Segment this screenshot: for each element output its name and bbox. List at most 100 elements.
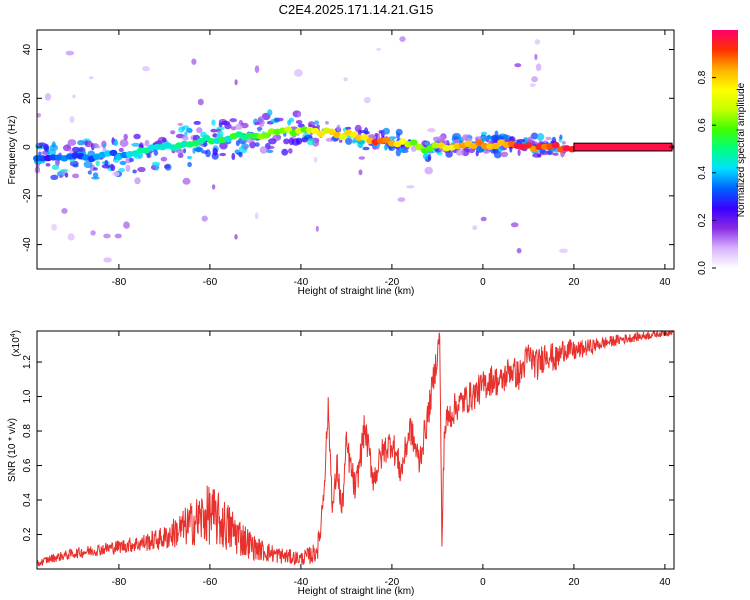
spectrogram-cell bbox=[462, 134, 469, 141]
spectrogram-cell bbox=[131, 142, 140, 147]
spectrogram-x-tick-label: 20 bbox=[568, 277, 580, 288]
spectrogram-cell bbox=[193, 120, 201, 125]
spectrogram-cell bbox=[254, 121, 260, 126]
spectrogram-cell bbox=[77, 140, 85, 146]
spectrogram-cell bbox=[395, 128, 403, 136]
spectrogram-cell bbox=[51, 223, 57, 231]
spectrogram-cell bbox=[137, 166, 146, 173]
spectrogram-cell bbox=[382, 127, 390, 135]
spectrogram-cell bbox=[69, 159, 75, 163]
spectrogram-cell bbox=[254, 212, 259, 220]
spectrogram-cell bbox=[219, 152, 227, 157]
spectrogram-cell bbox=[217, 130, 224, 139]
snr-panel: -80 -60 -40 -20 0 20 40 0.2 0.4 0.6 0.8 1.0 1.2 Hei… bbox=[7, 329, 675, 597]
spectrogram-cell bbox=[119, 160, 127, 166]
spectrogram-cell bbox=[35, 162, 40, 169]
spectrogram-cell bbox=[275, 135, 282, 139]
spectrogram-cell bbox=[113, 141, 119, 146]
spectrogram-cell bbox=[201, 215, 208, 222]
spectrogram-x-axis: -80 -60 -40 -20 0 20 40 bbox=[112, 30, 671, 288]
spectrogram-cell bbox=[177, 122, 184, 126]
spectrogram-cell bbox=[79, 148, 84, 152]
spectrogram-ridge-cell bbox=[196, 138, 205, 145]
spectrogram-cell bbox=[123, 221, 130, 229]
spectrogram-cell bbox=[474, 136, 482, 141]
colorbar-tick-label: 0.8 bbox=[697, 70, 708, 84]
spectrogram-cell bbox=[102, 147, 107, 152]
snr-x-tick-label: 40 bbox=[659, 577, 671, 588]
spectrogram-ridge-cell bbox=[360, 134, 369, 141]
snr-y-scale-note: (x104) bbox=[10, 330, 22, 357]
spectrogram-cell bbox=[545, 136, 552, 141]
spectrogram-ridge bbox=[33, 126, 675, 162]
spectrogram-cell bbox=[84, 140, 93, 148]
spectrogram-cell bbox=[38, 142, 47, 147]
spectrogram-cell bbox=[177, 152, 184, 158]
spectrogram-cell bbox=[90, 230, 96, 236]
spectrogram-cell bbox=[144, 139, 150, 147]
colorbar-label: Normalized spectral amplitude bbox=[736, 82, 747, 217]
spectrogram-cell bbox=[162, 137, 167, 143]
spectrogram-cell bbox=[453, 138, 460, 144]
spectrogram-cell bbox=[265, 149, 274, 153]
spectrogram-cell bbox=[242, 145, 248, 151]
spectrogram-cell bbox=[534, 39, 541, 45]
spectrogram-cell bbox=[146, 153, 151, 158]
spectrogram-cell bbox=[67, 139, 77, 146]
spectrogram-cell bbox=[480, 131, 488, 136]
spectrogram-cell bbox=[194, 147, 204, 153]
spectrogram-cell bbox=[151, 161, 161, 167]
spectrogram-cell bbox=[238, 152, 243, 158]
spectrogram-cell bbox=[345, 137, 353, 145]
spectrogram-x-tick-label: -40 bbox=[294, 277, 309, 288]
spectrogram-y-tick-label: 20 bbox=[22, 92, 33, 104]
spectrogram-cell bbox=[212, 147, 218, 156]
colorbar-tick-label: 0.4 bbox=[697, 165, 708, 179]
spectrogram-cell bbox=[472, 225, 478, 231]
spectrogram-cell bbox=[529, 83, 536, 87]
spectrogram-cell bbox=[268, 138, 277, 145]
spectrogram-cell bbox=[210, 128, 218, 133]
spectrogram-cell bbox=[354, 124, 362, 133]
spectrogram-cell bbox=[258, 122, 265, 128]
page-title: C2E4.2025.171.14.21.G15 bbox=[279, 2, 434, 17]
spectrogram-cell bbox=[559, 134, 563, 140]
snr-y-label: SNR (10 * v/v) bbox=[7, 418, 18, 482]
spectrogram-cell bbox=[510, 222, 519, 228]
spectrogram-cell bbox=[60, 168, 69, 173]
colorbar-tick-label: 0.2 bbox=[697, 213, 708, 227]
colorbar-tick-label: 0.6 bbox=[697, 118, 708, 132]
spectrogram-cell bbox=[530, 132, 539, 140]
spectrogram-cell bbox=[376, 47, 381, 52]
spectrogram-cell bbox=[534, 53, 538, 61]
spectrogram-cell bbox=[142, 66, 150, 72]
snr-x-tick-label: 20 bbox=[568, 577, 580, 588]
spectrogram-cell bbox=[178, 126, 185, 133]
spectrogram-cell bbox=[123, 133, 128, 141]
colorbar-gradient bbox=[712, 30, 738, 268]
spectrogram-cell bbox=[235, 123, 243, 130]
spectrogram-cell bbox=[295, 120, 303, 124]
spectrogram-cell bbox=[110, 163, 114, 170]
spectrogram-cell bbox=[36, 113, 42, 118]
spectrogram-cell bbox=[51, 164, 60, 170]
spectrogram-cell bbox=[51, 141, 56, 148]
spectrogram-cell bbox=[95, 160, 100, 167]
spectrogram-cell bbox=[234, 149, 240, 155]
spectrogram-cell bbox=[313, 156, 318, 163]
spectrogram-cell bbox=[65, 50, 75, 56]
snr-y-tick-label: 0.4 bbox=[22, 493, 33, 507]
spectrogram-cell bbox=[315, 225, 319, 232]
spectrogram-cell bbox=[103, 257, 112, 263]
spectrogram-cell bbox=[196, 127, 203, 134]
spectrogram-cell bbox=[164, 164, 171, 169]
spectrogram-cell bbox=[211, 184, 216, 190]
spectrogram-cell bbox=[197, 98, 204, 106]
spectrogram-cell bbox=[72, 163, 79, 168]
snr-y-scale-exponent: 4 bbox=[10, 333, 17, 337]
spectrogram-cell bbox=[67, 233, 75, 241]
colorbar-tick-label: 0.0 bbox=[697, 261, 708, 275]
spectrogram-cell bbox=[444, 139, 449, 147]
snr-frame bbox=[36, 330, 675, 570]
